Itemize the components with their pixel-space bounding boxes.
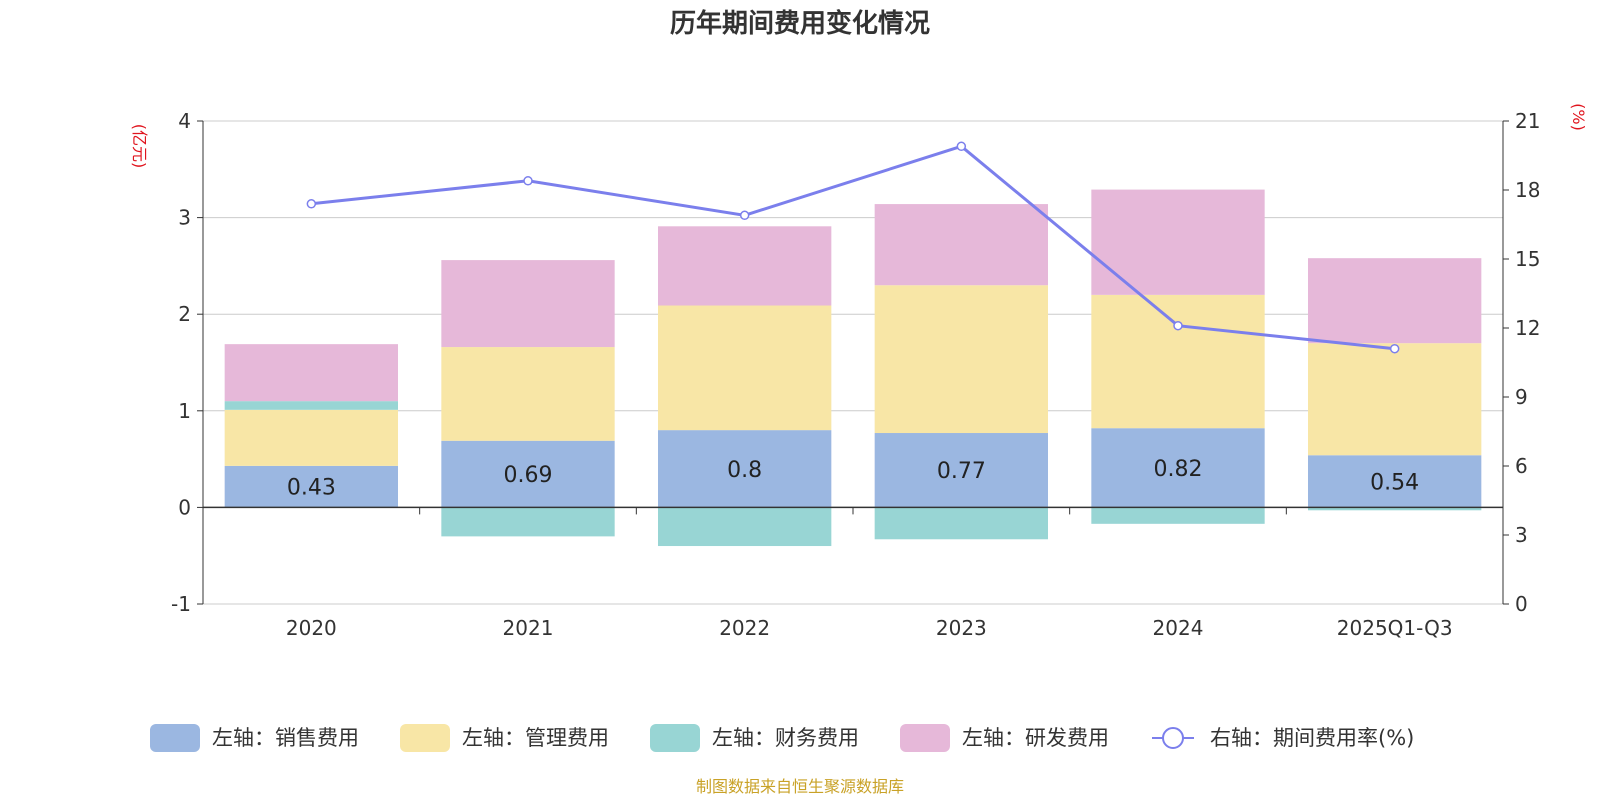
right-axis-tick-label: 0: [1515, 592, 1528, 616]
grid-lines: [203, 120, 1503, 605]
bar-segment: [874, 285, 1048, 434]
bar-segment: [224, 401, 398, 410]
bar-segment: [441, 507, 615, 537]
bar-value-label: 0.43: [287, 476, 336, 501]
legend-label: 左轴：财务费用: [712, 726, 859, 750]
bar-segment: [1091, 294, 1265, 429]
rate-point: [1389, 343, 1400, 354]
right-axis-unit: (%): [1569, 103, 1588, 131]
bar-segment: [1091, 428, 1265, 508]
bar-segment: [1091, 189, 1265, 295]
bar-segment: [1308, 455, 1482, 508]
left-axis-tick-label: 2: [178, 302, 191, 326]
rate-point: [523, 176, 533, 186]
left-axis-tick-label: -1: [171, 592, 191, 616]
right-axis-tick-label: 15: [1515, 247, 1540, 271]
bar-segment: [1308, 507, 1482, 511]
legend-swatch: [900, 724, 950, 752]
bar-segment: [1308, 343, 1482, 456]
right-axis-tick-label: 18: [1515, 178, 1540, 202]
rate-line-series: [306, 141, 1400, 354]
right-axis-tick-label: 21: [1515, 109, 1540, 133]
left-axis-tick-label: 3: [178, 206, 191, 230]
bar-value-label: 0.69: [504, 463, 553, 488]
right-axis-tick-label: 12: [1515, 316, 1540, 340]
left-axis-unit: (亿元): [130, 124, 149, 169]
bar-segment: [224, 465, 398, 508]
bar-segment: [874, 204, 1048, 286]
legend-label: 左轴：销售费用: [212, 726, 359, 750]
bar-segment: [658, 507, 832, 547]
bar-segment: [224, 344, 398, 402]
right-axis-tick-label: 6: [1515, 454, 1528, 478]
bar-segment: [874, 433, 1048, 508]
bar-value-label: 0.8: [727, 458, 762, 483]
bar-value-label: 0.82: [1154, 457, 1203, 482]
left-axis-tick-label: 0: [178, 495, 191, 519]
bar-segment: [441, 347, 615, 441]
bar-segment: [658, 430, 832, 508]
rate-point: [306, 199, 317, 209]
chart-title: 历年期间费用变化情况: [670, 8, 930, 39]
x-axis-tick-label: 2022: [719, 616, 770, 640]
legend-label: 左轴：管理费用: [462, 726, 609, 750]
source-note: 制图数据来自恒生聚源数据库: [696, 777, 904, 796]
bar-segment: [1308, 258, 1482, 344]
bar-segment: [441, 260, 615, 348]
bar-segment: [224, 409, 398, 466]
bar-segment: [441, 440, 615, 508]
bar-segment: [1091, 507, 1265, 524]
legend-line-marker: [1162, 727, 1184, 749]
rate-point: [956, 141, 967, 152]
bar-value-label: 0.77: [937, 459, 986, 484]
data-labels: 0.43 0.69 0.8 0.77 0.82 0.54: [287, 457, 1419, 501]
legend-swatch: [150, 724, 200, 752]
left-axis-tick-label: 4: [178, 109, 191, 133]
bar-value-label: 0.54: [1370, 470, 1419, 495]
rate-point: [1173, 320, 1183, 331]
legend-swatch: [400, 724, 450, 752]
bar-series: [224, 189, 1482, 547]
legend-label: 右轴：期间费用率(%): [1210, 726, 1414, 750]
rate-point: [739, 210, 750, 221]
x-axis-tick-label: 2020: [286, 616, 337, 640]
rate-line: [311, 144, 1395, 351]
bar-segment: [874, 507, 1048, 540]
legend: 左轴：销售费用 左轴：管理费用 左轴：财务费用 左轴：研发费用 右轴：期间费用率(%): [150, 724, 1414, 752]
right-axis-tick-label: 3: [1515, 523, 1528, 547]
x-axis-tick-label: 2024: [1153, 616, 1204, 640]
x-axis-tick-label: 2023: [936, 616, 987, 640]
bar-segment: [658, 305, 832, 431]
legend-label: 左轴：研发费用: [962, 726, 1109, 750]
right-axis-tick-label: 9: [1515, 385, 1528, 409]
x-axis-tick-label: 2025Q1-Q3: [1337, 616, 1453, 640]
bar-segment: [658, 226, 832, 306]
left-axis-tick-label: 1: [178, 399, 191, 423]
legend-swatch: [650, 724, 700, 752]
x-axis-tick-label: 2021: [503, 616, 554, 640]
